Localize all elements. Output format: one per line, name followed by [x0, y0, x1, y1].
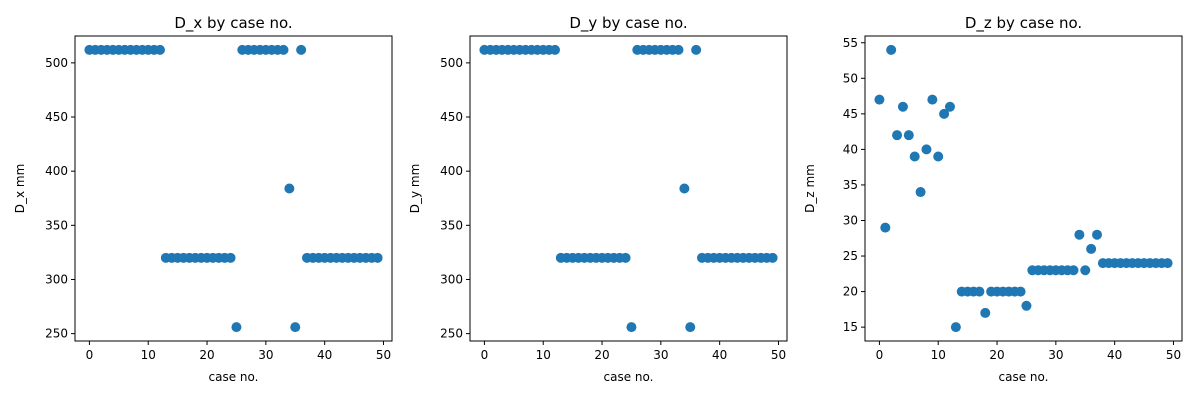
- data-point: [974, 286, 985, 297]
- data-point: [225, 252, 236, 263]
- plot-frame: [864, 35, 1183, 342]
- y-tick-label: 250: [45, 327, 68, 341]
- data-point: [880, 222, 891, 233]
- x-tick-label: 30: [1048, 348, 1063, 362]
- data-point: [886, 44, 897, 55]
- y-tick-label: 50: [843, 71, 858, 85]
- x-tick-label: 40: [317, 348, 332, 362]
- chart-title: D_x by case no.: [174, 14, 292, 33]
- x-tick-label: 30: [258, 348, 273, 362]
- y-tick-label: 300: [45, 272, 68, 286]
- data-point: [284, 183, 295, 194]
- x-tick-label: 20: [989, 348, 1004, 362]
- y-tick-label: 40: [843, 142, 858, 156]
- data-point: [296, 44, 307, 55]
- y-tick-label: 400: [440, 164, 463, 178]
- y-tick-label: 400: [45, 164, 68, 178]
- data-point: [897, 101, 908, 112]
- chart-panel-1: D_x by case no. 0 10 20 30 40 50 250 300 350 400 45…: [13, 14, 393, 384]
- plot-frame: [74, 35, 393, 342]
- data-point: [1080, 265, 1091, 276]
- y-axis-label: D_x mm: [13, 164, 27, 214]
- y-tick-label: 45: [843, 107, 858, 121]
- data-point: [620, 252, 631, 263]
- chart-title: D_z by case no.: [965, 14, 1082, 33]
- chart-panel-2: D_y by case no. 0 10 20 30 40 50 250 300 350 400 45…: [408, 14, 788, 384]
- x-tick-label: 10: [536, 348, 551, 362]
- y-tick-label: 15: [843, 320, 858, 334]
- data-point: [950, 322, 961, 333]
- x-axis-label: case no.: [604, 370, 654, 384]
- x-tick-label: 40: [1107, 348, 1122, 362]
- y-tick-label: 300: [440, 272, 463, 286]
- data-point: [231, 322, 242, 333]
- y-tick-label: 30: [843, 213, 858, 227]
- data-point: [939, 108, 950, 119]
- data-point: [691, 44, 702, 55]
- x-tick-label: 0: [481, 348, 489, 362]
- x-tick-label: 0: [876, 348, 884, 362]
- data-point: [944, 101, 955, 112]
- x-tick-label: 0: [86, 348, 94, 362]
- data-point: [679, 183, 690, 194]
- y-tick-label: 25: [843, 249, 858, 263]
- data-point: [154, 44, 165, 55]
- data-point: [1021, 300, 1032, 311]
- y-tick-label: 500: [45, 56, 68, 70]
- x-tick-label: 30: [653, 348, 668, 362]
- data-point: [767, 252, 778, 263]
- data-point: [980, 307, 991, 318]
- y-tick-label: 450: [440, 110, 463, 124]
- y-tick-label: 450: [45, 110, 68, 124]
- data-point: [372, 252, 383, 263]
- x-tick-label: 20: [199, 348, 214, 362]
- data-point: [927, 94, 938, 105]
- x-tick-label: 20: [594, 348, 609, 362]
- x-axis-label: case no.: [999, 370, 1049, 384]
- data-point: [933, 151, 944, 162]
- data-point: [909, 151, 920, 162]
- y-axis-label: D_z mm: [803, 164, 817, 213]
- chart-panel-3: D_z by case no. 0 10 20 30 40 50 15 20 25 30 35 40 45…: [803, 14, 1183, 384]
- y-tick-label: 20: [843, 285, 858, 299]
- data-point: [1162, 258, 1173, 269]
- data-point: [626, 322, 637, 333]
- y-tick-label: 500: [440, 56, 463, 70]
- x-tick-label: 50: [1166, 348, 1181, 362]
- x-tick-label: 40: [712, 348, 727, 362]
- y-tick-label: 350: [440, 218, 463, 232]
- data-point: [1086, 243, 1097, 254]
- data-point: [673, 44, 684, 55]
- data-point: [290, 322, 301, 333]
- x-tick-label: 50: [376, 348, 391, 362]
- y-tick-label: 250: [440, 327, 463, 341]
- data-point: [1092, 229, 1103, 240]
- y-axis-label: D_y mm: [408, 164, 422, 214]
- data-point: [1074, 229, 1085, 240]
- x-tick-label: 10: [141, 348, 156, 362]
- data-point: [685, 322, 696, 333]
- y-tick-label: 55: [843, 36, 858, 50]
- data-point: [1015, 286, 1026, 297]
- x-tick-label: 50: [771, 348, 786, 362]
- y-tick-label: 350: [45, 218, 68, 232]
- data-point: [915, 187, 926, 198]
- data-point: [874, 94, 885, 105]
- data-point: [278, 44, 289, 55]
- x-tick-label: 10: [931, 348, 946, 362]
- y-tick-label: 35: [843, 178, 858, 192]
- data-point: [549, 44, 560, 55]
- data-point: [892, 130, 903, 141]
- plot-frame: [469, 35, 788, 342]
- chart-title: D_y by case no.: [569, 14, 687, 33]
- data-point: [1068, 265, 1079, 276]
- data-point: [921, 144, 932, 155]
- x-axis-label: case no.: [209, 370, 259, 384]
- data-point: [903, 130, 914, 141]
